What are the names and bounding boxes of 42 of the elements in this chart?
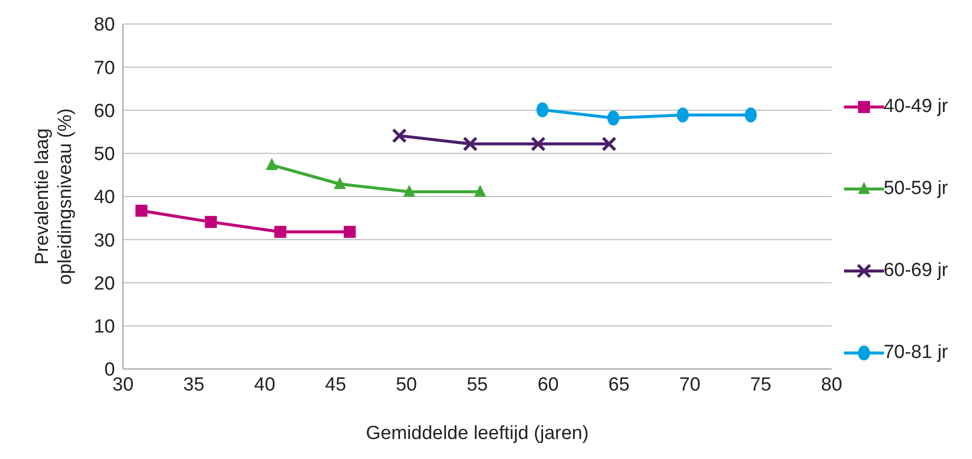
point <box>274 226 286 238</box>
x-tick-label: 65 <box>608 374 630 396</box>
point <box>344 226 356 238</box>
x-tick-label: 35 <box>183 374 204 396</box>
x-tick-label: 40 <box>254 374 276 396</box>
y-tick-label: 10 <box>94 316 115 338</box>
y-tick-label: 40 <box>94 187 115 208</box>
legend-label: 50-59 jr <box>884 178 948 200</box>
y-tick-label: 60 <box>94 100 115 122</box>
x-tick-label: 75 <box>750 374 772 396</box>
x-tick-label: 55 <box>466 374 488 396</box>
y-tick-label: 70 <box>94 58 115 79</box>
x-tick-label: 60 <box>538 374 559 396</box>
point <box>334 176 346 189</box>
point <box>602 136 617 152</box>
legend-label: 60-69 jr <box>884 260 948 282</box>
y-tick-label: 50 <box>94 144 115 166</box>
x-tick-label: 30 <box>112 374 134 396</box>
point <box>607 110 620 126</box>
point <box>474 184 486 197</box>
point <box>204 216 217 228</box>
x-tick-label: 80 <box>821 374 842 396</box>
legend-label: 70-81 jr <box>884 342 948 364</box>
y-tick-label: 20 <box>94 273 115 294</box>
point <box>462 136 478 152</box>
point <box>266 158 278 170</box>
legend-label: 40-49 jr <box>884 96 948 118</box>
point <box>392 128 407 144</box>
point <box>530 136 546 152</box>
y-tick-label: 80 <box>94 14 115 36</box>
point <box>135 204 148 217</box>
x-tick-label: 50 <box>396 374 417 396</box>
x-tick-label: 70 <box>679 374 700 396</box>
point <box>536 102 548 118</box>
x-axis-title: Gemiddelde leeftijd (jaren) <box>366 423 589 444</box>
point <box>744 107 757 122</box>
y-tick-label: 0 <box>104 360 115 381</box>
point <box>676 107 689 122</box>
point <box>403 184 416 197</box>
x-tick-label: 45 <box>325 374 346 396</box>
y-axis-title: Prevalentie laag opleidingsniveau (%) <box>32 108 76 285</box>
y-tick-label: 30 <box>94 230 115 252</box>
